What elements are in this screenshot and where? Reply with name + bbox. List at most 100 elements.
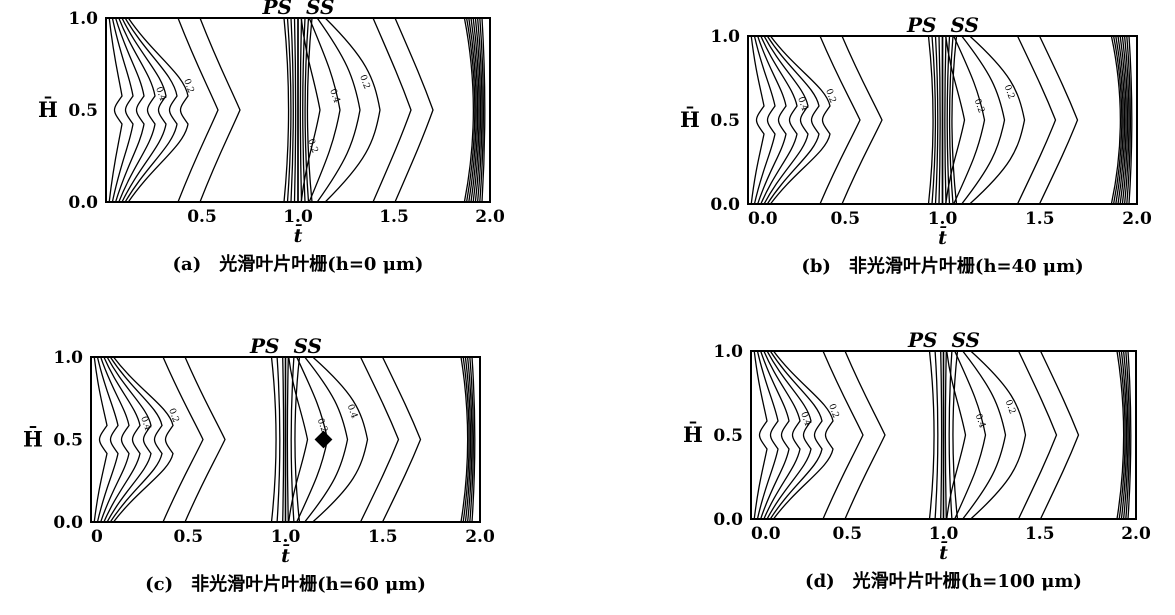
y-tick-label: 1.0	[68, 9, 98, 29]
contour-line	[177, 18, 219, 202]
contour-line	[394, 18, 434, 202]
contour-line	[753, 351, 768, 519]
contour-line	[381, 357, 422, 522]
contour-line	[308, 18, 341, 202]
contour-line	[199, 18, 241, 202]
contour-label: 0.2	[315, 417, 329, 434]
contour-line	[108, 18, 123, 202]
contour-label: 0.2	[357, 74, 371, 91]
contour-line	[1121, 36, 1129, 204]
contour-line	[293, 18, 297, 202]
y-tick-label: 1.0	[710, 27, 740, 47]
ps-label: PS	[906, 13, 936, 37]
contour-line	[962, 351, 1007, 519]
contour-line	[276, 357, 281, 522]
contour-line	[474, 18, 482, 202]
panel-caption: (c) 非光滑叶片叶栅(h=60 μm)	[145, 573, 426, 595]
contour-line	[940, 351, 943, 519]
contour-line	[756, 351, 779, 519]
ps-label: PS	[249, 334, 279, 358]
contour-line	[304, 357, 349, 522]
contour-line	[944, 351, 947, 519]
contour-line	[162, 357, 204, 522]
contour-label: 0.2	[181, 78, 195, 95]
contour-line	[953, 36, 986, 204]
contour-line	[844, 351, 886, 519]
contour-line	[290, 18, 294, 202]
panel-caption: (a) 光滑叶片叶栅(h=0 μm)	[173, 253, 424, 275]
contour-line	[372, 18, 412, 202]
contour-line	[1116, 351, 1125, 519]
contour-line	[96, 357, 119, 522]
contour-line	[938, 36, 941, 204]
contour-line	[479, 18, 485, 202]
panel-d: 0.4 0.2 0.2 0.4 0.0 0.5 1.0 1.5 2.0 1.0 0.5 0.0 H̄ t̄…	[683, 328, 1151, 592]
contour-line	[324, 18, 381, 202]
contour-line	[109, 357, 163, 522]
contour-line	[314, 430, 333, 449]
contour-label: 0.2	[1002, 84, 1016, 101]
ss-label: SS	[306, 0, 334, 19]
contour-line	[306, 18, 313, 202]
contour-line	[103, 357, 141, 522]
contour-line	[114, 18, 145, 202]
contour-line	[359, 357, 400, 522]
x-tick-label: 0.5	[830, 209, 860, 229]
contour-line	[282, 357, 285, 522]
contour-label: 0.2	[826, 403, 840, 420]
contour-line	[766, 351, 812, 519]
y-axis-label: H̄	[683, 422, 703, 447]
contour-line	[969, 36, 1026, 204]
contour-line	[111, 18, 134, 202]
contour-line	[763, 36, 809, 204]
x-tick-label: 0.5	[187, 207, 217, 227]
contour-line	[948, 36, 954, 204]
contour-line	[841, 36, 883, 204]
y-axis-label: H̄	[23, 427, 43, 452]
x-tick-label: 0.5	[832, 524, 862, 544]
contour-line	[460, 357, 469, 522]
contour-line	[304, 18, 310, 202]
contour-line	[93, 357, 108, 522]
contour-label: 0.4	[798, 411, 812, 428]
contour-line	[753, 36, 776, 204]
contour-line	[944, 36, 947, 204]
x-tick-label: 0.0	[751, 524, 781, 544]
contour-line	[1017, 351, 1058, 519]
contour-line	[1122, 351, 1129, 519]
contour-label: 0.2	[166, 407, 180, 424]
contour-line	[1115, 36, 1124, 204]
panel-b: 0.4 0.2 0.2 0.2 0.0 0.5 1.0 1.5 2.0 1.0 0.5 0.0 H̄ t̄…	[680, 13, 1152, 277]
x-tick-label: 0.5	[173, 527, 203, 547]
y-axis-label: H̄	[38, 97, 58, 122]
y-tick-label: 0.0	[713, 510, 743, 530]
plot-frame	[747, 35, 1138, 205]
contour-line	[288, 357, 309, 522]
contour-line	[121, 18, 167, 202]
contour-line	[1117, 36, 1126, 204]
contour-line	[1118, 351, 1126, 519]
contour-line	[769, 351, 823, 519]
contour-line	[471, 357, 476, 522]
ps-label: PS	[907, 328, 937, 352]
panel-a: 0.4 0.2 0.2 0.4 0.2 0.5 1.0 1.5 2.0 1.0 0.5 0.0 H̄ t̄…	[38, 0, 505, 275]
panel-caption: (b) 非光滑叶片叶栅(h=40 μm)	[801, 255, 1083, 277]
contour-line	[466, 357, 473, 522]
contour-label: 0.4	[153, 86, 167, 103]
y-tick-label: 1.0	[53, 348, 83, 368]
contour-line	[954, 351, 987, 519]
contour-line	[928, 351, 935, 519]
x-tick-label: 2.0	[1122, 209, 1152, 229]
ps-label: PS	[262, 0, 292, 19]
contour-line	[1127, 351, 1132, 519]
contour-line	[1125, 351, 1130, 519]
contour-label: 0.4	[795, 96, 809, 113]
contour-label: 0.2	[823, 88, 837, 105]
x-tick-label: 1.5	[1025, 524, 1055, 544]
contour-line	[946, 351, 967, 519]
contour-line	[283, 18, 290, 202]
contour-line	[760, 36, 798, 204]
contour-line	[100, 357, 130, 522]
contour-line	[299, 18, 303, 202]
